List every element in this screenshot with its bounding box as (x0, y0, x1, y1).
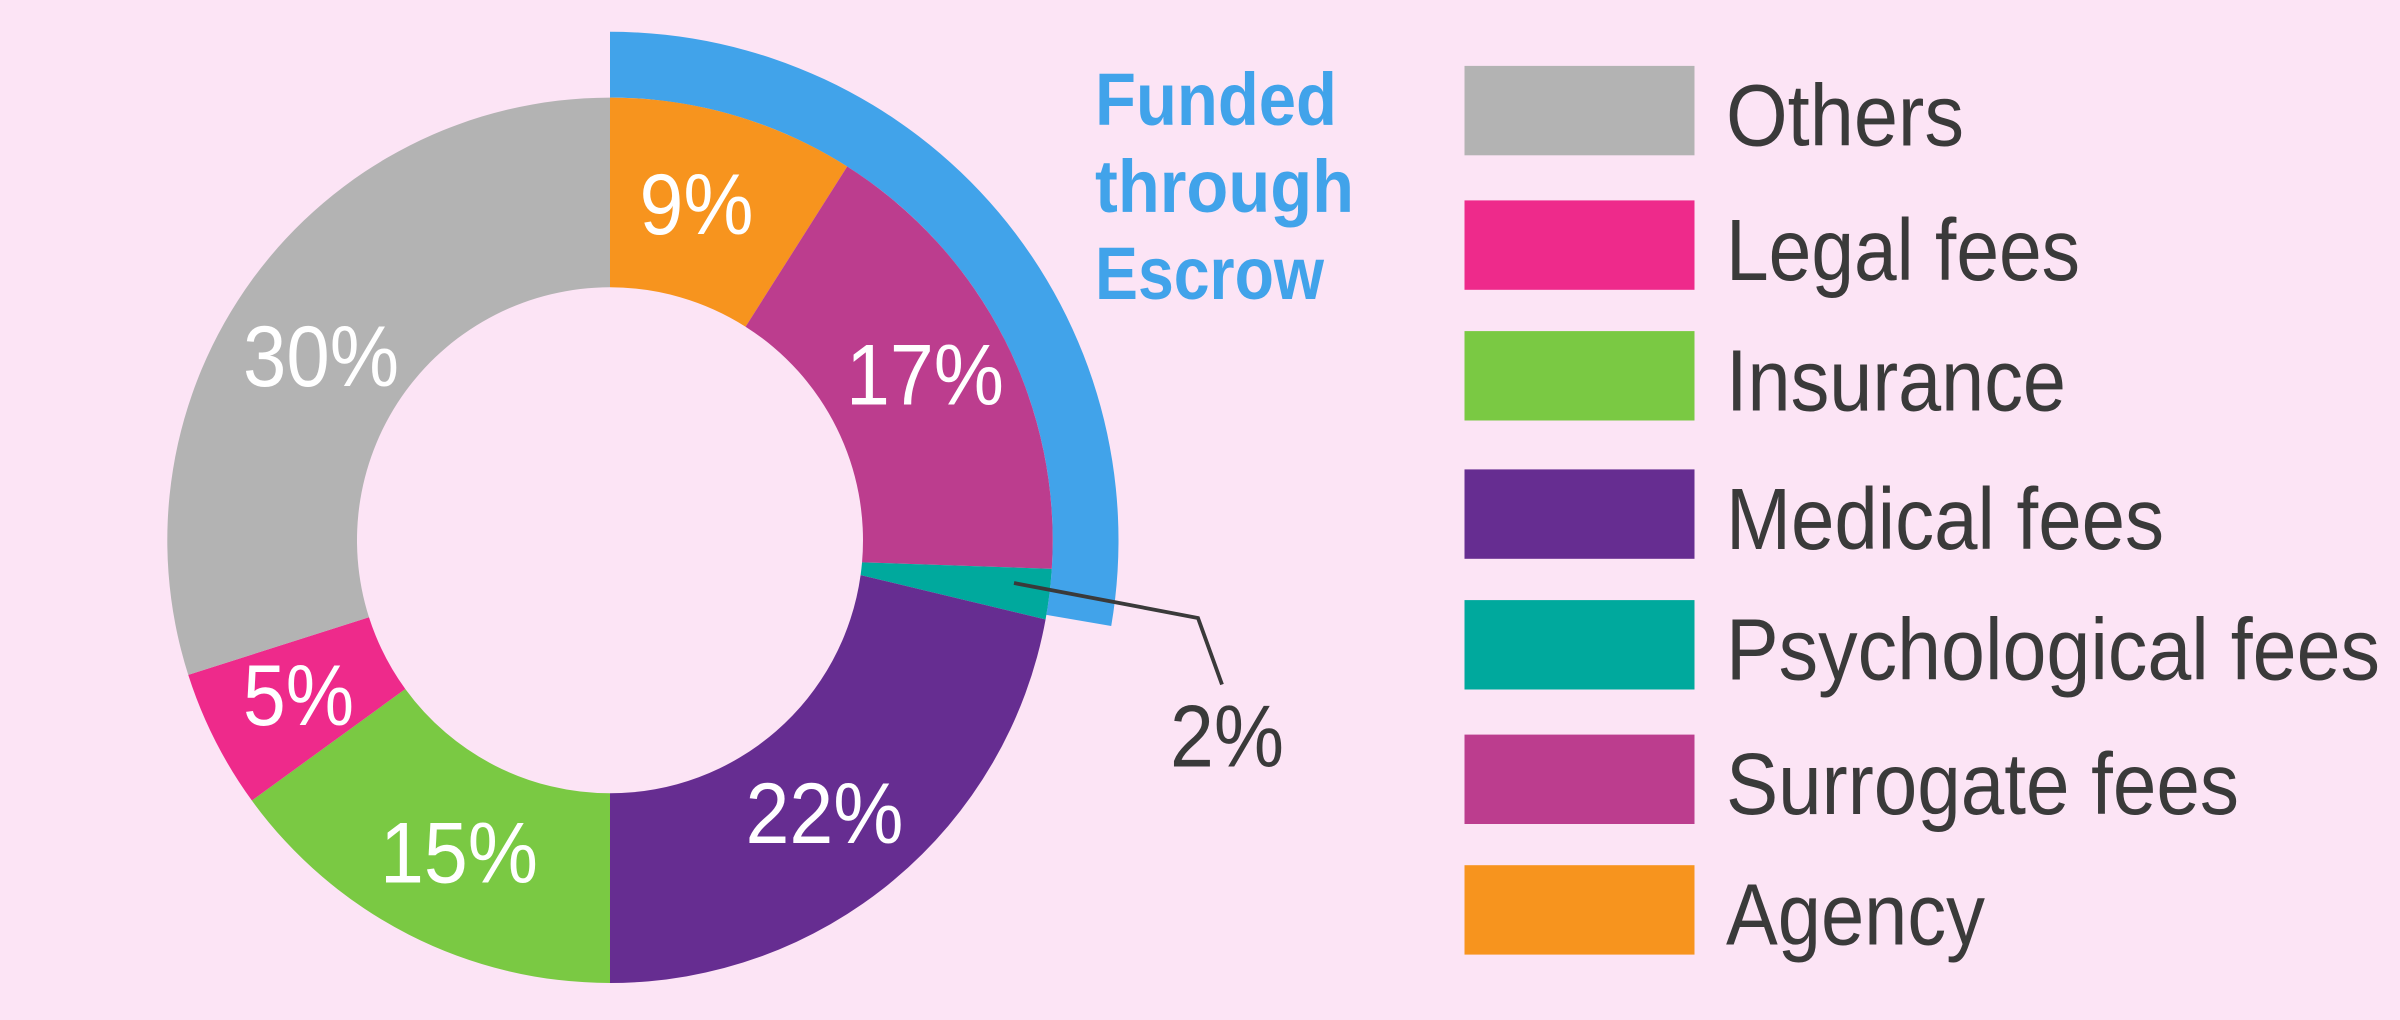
svg-text:Psychological fees: Psychological fees (1726, 602, 2380, 699)
svg-text:2%: 2% (1170, 687, 1284, 786)
svg-text:Escrow: Escrow (1095, 232, 1324, 315)
svg-text:5%: 5% (243, 648, 354, 744)
svg-text:Agency: Agency (1726, 867, 1985, 964)
svg-text:Others: Others (1726, 67, 1964, 164)
svg-text:22%: 22% (746, 766, 904, 862)
svg-text:through: through (1095, 145, 1354, 228)
svg-text:9%: 9% (640, 157, 754, 253)
svg-text:Insurance: Insurance (1726, 333, 2066, 430)
svg-text:15%: 15% (380, 806, 538, 902)
svg-text:30%: 30% (243, 309, 399, 405)
svg-text:Surrogate fees: Surrogate fees (1726, 736, 2239, 833)
svg-text:Funded: Funded (1095, 58, 1337, 141)
svg-text:Medical fees: Medical fees (1726, 471, 2164, 568)
svg-text:Legal fees: Legal fees (1726, 202, 2080, 299)
svg-text:17%: 17% (846, 328, 1004, 424)
